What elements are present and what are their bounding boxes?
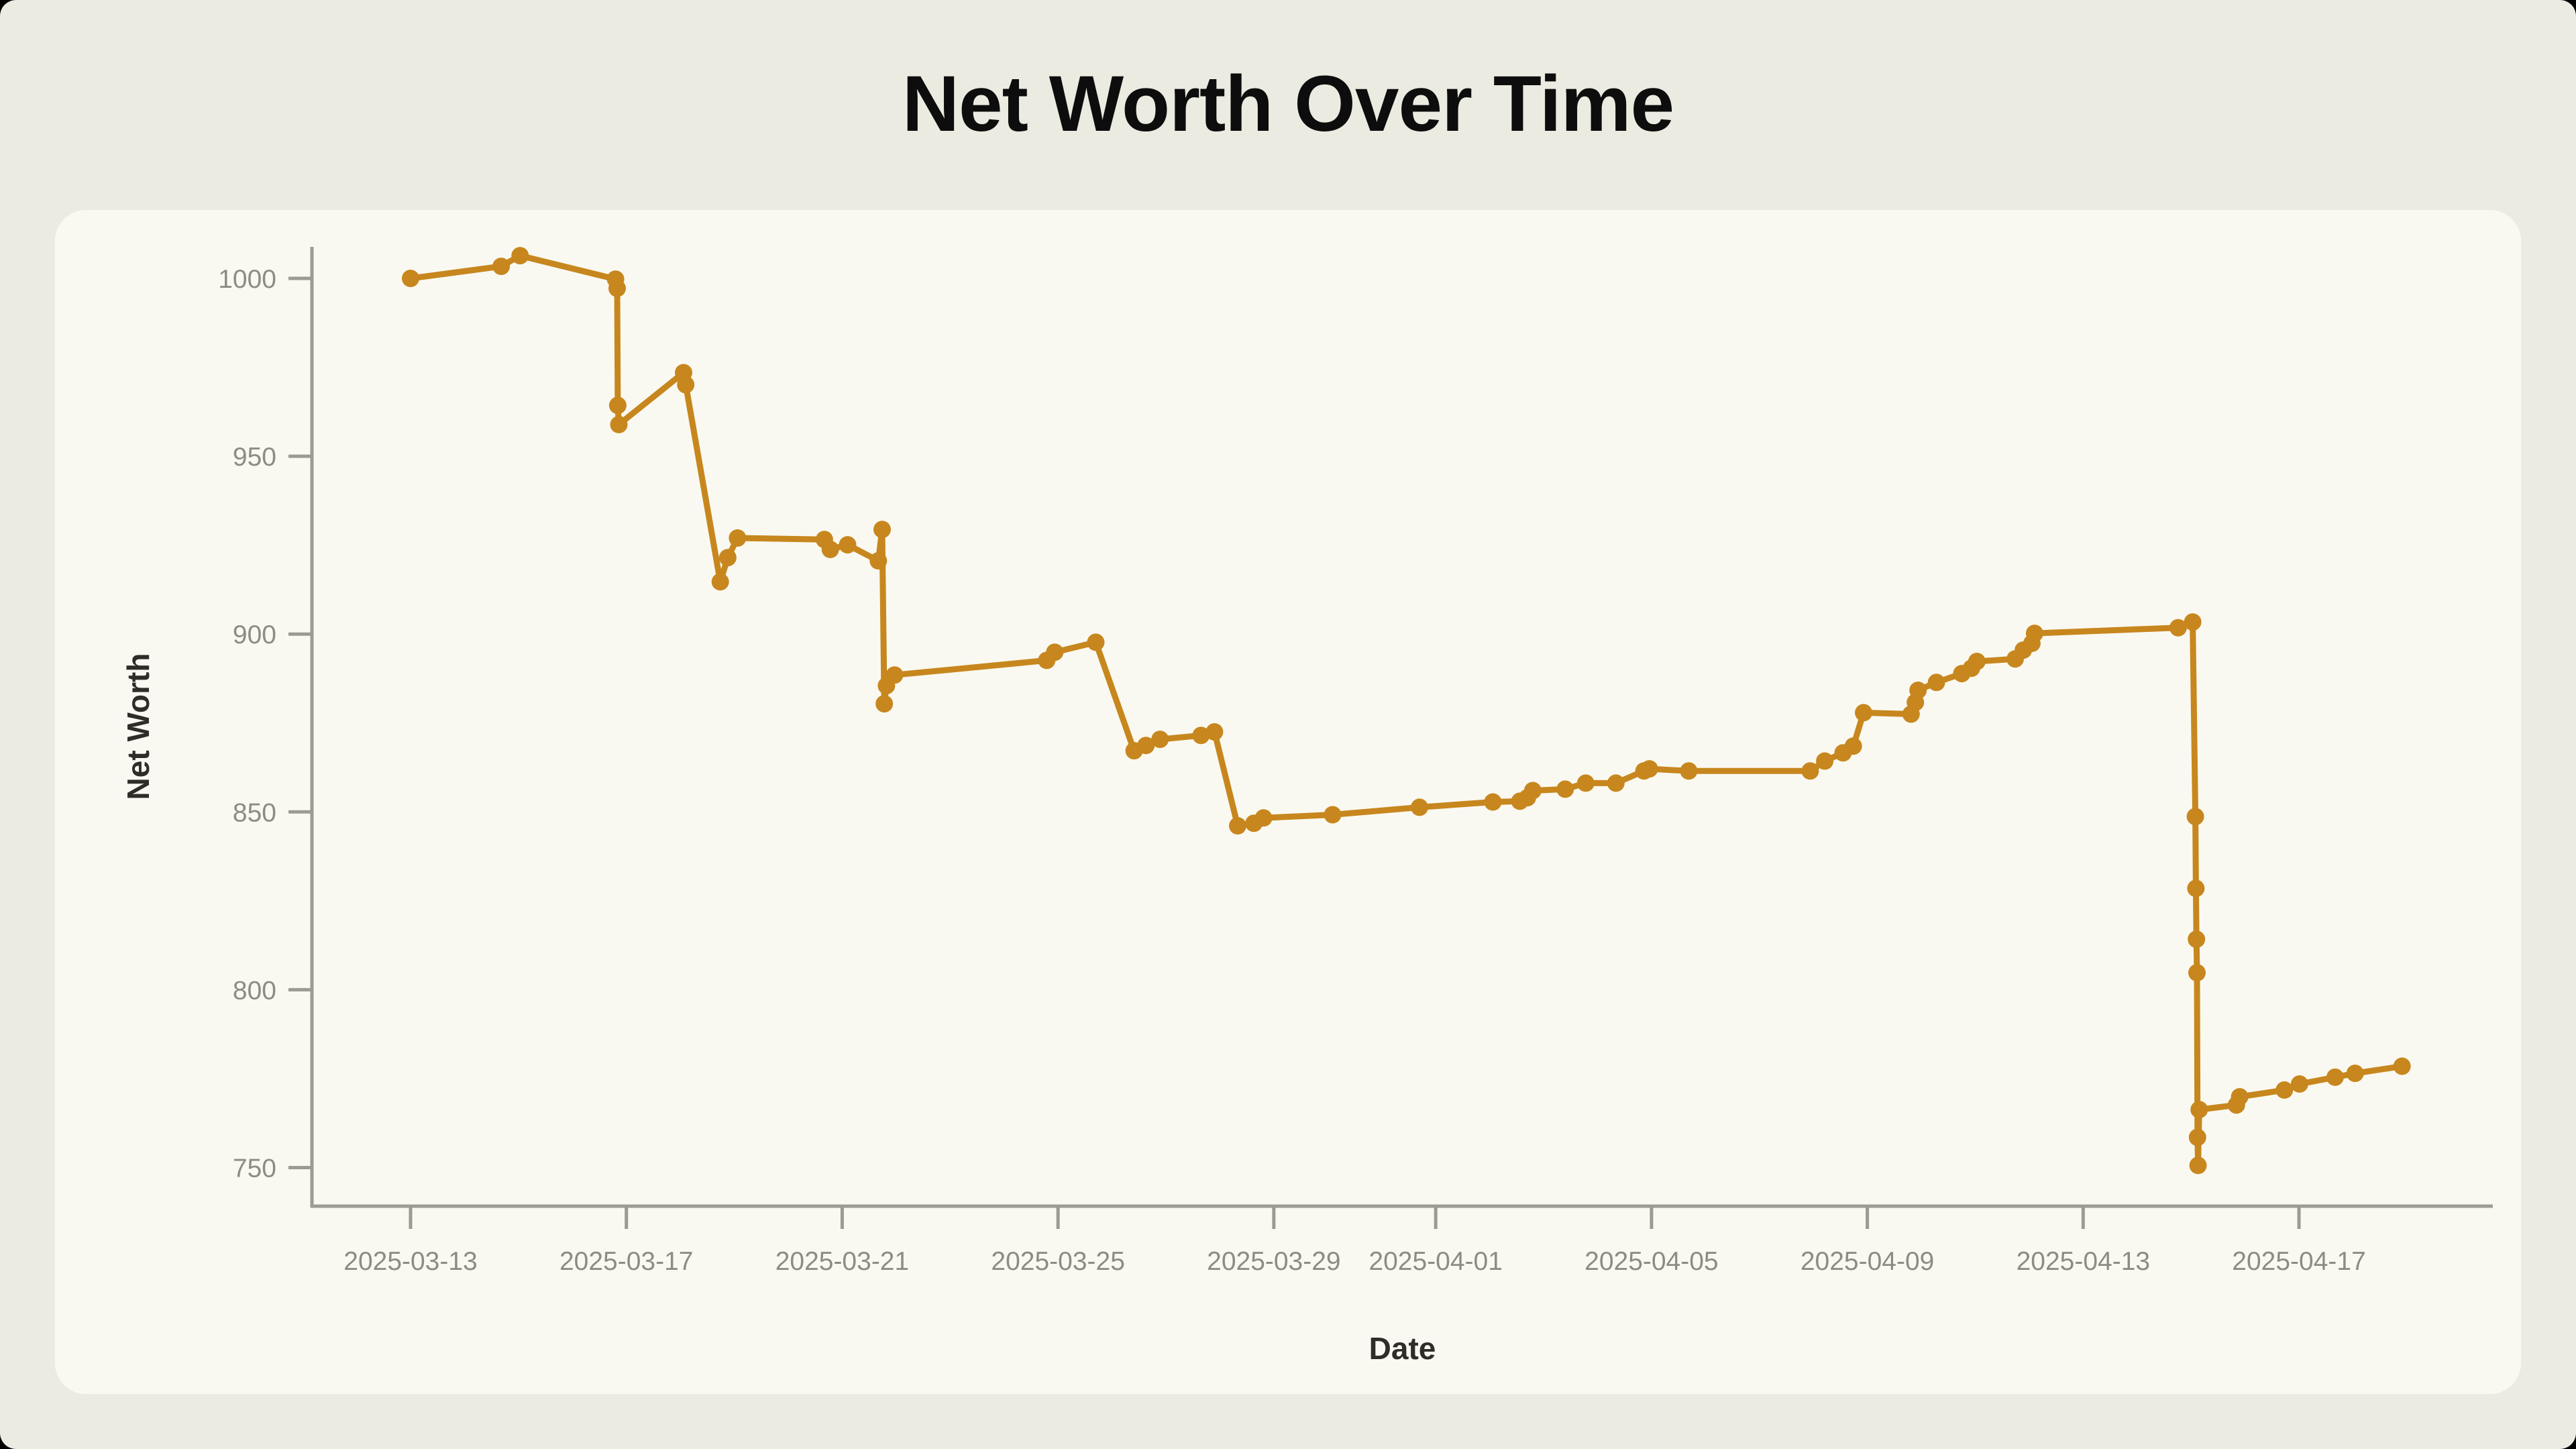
data-point [402, 270, 419, 287]
data-point [2189, 1157, 2207, 1175]
data-point [1801, 762, 1819, 780]
data-point [1607, 774, 1625, 792]
data-point [869, 552, 888, 570]
data-point [821, 541, 839, 558]
x-axis-tick-label: 2025-03-21 [775, 1247, 910, 1276]
plot-card [55, 210, 2521, 1394]
data-point [1205, 723, 1224, 741]
data-point [1556, 780, 1574, 798]
data-point [2275, 1081, 2294, 1099]
y-axis-tick-label: 900 [233, 621, 276, 649]
data-point [2188, 1128, 2206, 1146]
data-point [1523, 782, 1542, 800]
x-axis-tick-label: 2025-04-05 [1585, 1247, 1719, 1276]
data-point [2326, 1068, 2344, 1086]
data-point [1192, 727, 1210, 745]
data-point [875, 695, 894, 713]
data-point [2186, 808, 2204, 826]
data-point [1087, 633, 1105, 651]
y-axis-tick-label: 950 [233, 443, 276, 472]
data-point [2188, 964, 2206, 981]
net-worth-line [407, 252, 2406, 1169]
data-point [1324, 806, 1342, 824]
data-point [885, 666, 904, 684]
data-point [1254, 809, 1273, 827]
data-point [610, 415, 628, 433]
data-point [511, 247, 529, 265]
data-point [677, 376, 695, 394]
data-point [1046, 643, 1064, 661]
data-point [729, 529, 747, 547]
data-point [1680, 762, 1698, 780]
data-point [1927, 674, 1945, 692]
data-point [1484, 793, 1502, 811]
x-axis-tick-label: 2025-04-13 [2017, 1247, 2151, 1276]
data-point [2346, 1065, 2364, 1082]
data-point [1844, 737, 1862, 755]
data-point [2290, 1075, 2308, 1093]
data-point [1640, 760, 1658, 778]
data-point [839, 536, 857, 554]
data-point [1968, 653, 1986, 670]
data-point [1855, 704, 1872, 722]
data-point [1909, 682, 1927, 699]
data-point [492, 258, 511, 275]
data-point [2025, 625, 2043, 643]
x-axis-tick-label: 2025-04-09 [1801, 1247, 1935, 1276]
x-axis-tick-label: 2025-03-25 [991, 1247, 1125, 1276]
data-point [2169, 619, 2187, 637]
data-point [608, 279, 626, 297]
data-point [608, 396, 627, 415]
data-point [1576, 774, 1595, 792]
y-axis-tick-label: 800 [233, 976, 276, 1005]
y-axis-tick-label: 1000 [218, 265, 276, 294]
x-axis-tick-label: 2025-03-17 [559, 1247, 694, 1276]
x-axis-label: Date [1369, 1331, 1436, 1366]
data-point [2231, 1088, 2249, 1106]
data-point [1411, 798, 1428, 816]
data-point [2190, 1101, 2208, 1119]
x-axis-tick-label: 2025-04-17 [2232, 1247, 2366, 1276]
y-axis-tick-label: 750 [233, 1155, 276, 1183]
data-point [2188, 930, 2206, 949]
data-point [2184, 613, 2202, 631]
chart-title: Net Worth Over Time [902, 60, 1674, 148]
data-point [2187, 879, 2205, 898]
data-point [1151, 731, 1169, 749]
data-point [2393, 1057, 2411, 1075]
axis-spines [310, 247, 2493, 1208]
y-axis-label: Net Worth [121, 653, 156, 800]
x-axis-tick-label: 2025-03-29 [1207, 1247, 1341, 1276]
y-axis-tick-label: 850 [233, 798, 276, 827]
data-point [1229, 817, 1246, 835]
x-axis-tick-label: 2025-03-13 [343, 1247, 478, 1276]
data-point [1816, 752, 1834, 770]
x-axis-tick-label: 2025-04-01 [1368, 1247, 1503, 1276]
data-point [1137, 737, 1155, 755]
data-point [718, 549, 737, 567]
data-point [711, 573, 729, 591]
data-point [873, 521, 891, 539]
